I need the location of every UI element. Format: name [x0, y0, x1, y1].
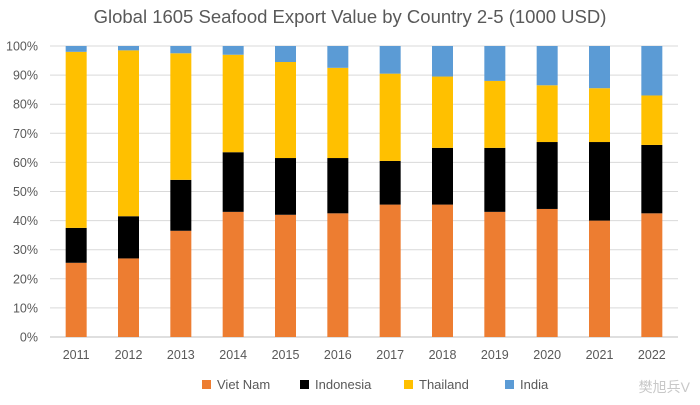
- bar-segment-india: [222, 46, 244, 55]
- bar-segment-viet-nam: [118, 258, 139, 337]
- y-tick-label: 90%: [13, 69, 38, 83]
- y-axis-ticks: 0% 10% 20% 30% 40% 50% 60% 70% 80% 90% 100%: [6, 40, 38, 345]
- bar-segment-viet-nam: [170, 230, 192, 337]
- bar-segment-indonesia: [327, 158, 349, 214]
- legend-swatch: [505, 380, 514, 389]
- legend-label: Thailand: [419, 377, 469, 392]
- x-tick-label: 2016: [324, 348, 352, 362]
- x-axis-ticks: 2011 2012 2013 2014 2015 2016 2017 2018 2019 2020…: [63, 348, 666, 362]
- bar-segment-india: [275, 46, 296, 63]
- y-tick-label: 30%: [13, 243, 38, 257]
- bar-segment-india: [484, 46, 506, 81]
- bar-segment-viet-nam: [536, 208, 558, 337]
- gridlines: [50, 45, 678, 338]
- bar-segment-india: [170, 46, 192, 54]
- x-tick-label: 2019: [481, 348, 509, 362]
- legend-label: Indonesia: [315, 377, 372, 392]
- bar-segment-viet-nam: [379, 204, 401, 337]
- legend: Viet Nam Indonesia Thailand India: [202, 377, 549, 392]
- bars: [65, 46, 663, 337]
- x-tick-label: 2015: [272, 348, 300, 362]
- y-tick-label: 20%: [13, 272, 38, 286]
- bar-segment-viet-nam: [484, 211, 506, 337]
- bar-segment-indonesia: [641, 144, 663, 214]
- bar-segment-thailand: [118, 50, 139, 217]
- bar-segment-india: [118, 46, 139, 51]
- x-tick-label: 2012: [115, 348, 143, 362]
- x-tick-label: 2013: [167, 348, 195, 362]
- bar-segment-thailand: [379, 73, 401, 161]
- bar-segment-indonesia: [118, 216, 139, 259]
- y-tick-label: 50%: [13, 185, 38, 199]
- bar-segment-thailand: [65, 51, 87, 228]
- bar-segment-thailand: [170, 53, 192, 180]
- bar-segment-india: [379, 46, 401, 74]
- bar-segment-viet-nam: [641, 213, 663, 337]
- bar-segment-indonesia: [65, 227, 87, 263]
- legend-swatch: [404, 380, 413, 389]
- bar-segment-indonesia: [589, 142, 610, 221]
- bar-segment-india: [641, 46, 663, 96]
- y-tick-label: 10%: [13, 301, 38, 315]
- legend-swatch: [202, 380, 211, 389]
- bar-segment-viet-nam: [432, 204, 453, 337]
- bar-segment-indonesia: [484, 147, 506, 212]
- bar-segment-thailand: [222, 54, 244, 153]
- bar-segment-india: [589, 46, 610, 89]
- x-tick-label: 2017: [376, 348, 404, 362]
- legend-swatch: [300, 380, 309, 389]
- legend-label: India: [520, 377, 549, 392]
- x-tick-label: 2020: [533, 348, 561, 362]
- x-tick-label: 2022: [638, 348, 666, 362]
- bar-segment-indonesia: [222, 152, 244, 212]
- bar-segment-indonesia: [432, 147, 453, 205]
- y-tick-label: 60%: [13, 156, 38, 170]
- bar-segment-india: [536, 46, 558, 86]
- bar-segment-viet-nam: [275, 214, 296, 337]
- bar-segment-indonesia: [536, 142, 558, 209]
- chart-title: Global 1605 Seafood Export Value by Coun…: [93, 6, 607, 27]
- bar-segment-thailand: [589, 88, 610, 143]
- bar-segment-thailand: [641, 95, 663, 145]
- legend-label: Viet Nam: [217, 377, 270, 392]
- bar-segment-thailand: [536, 85, 558, 143]
- bar-segment-viet-nam: [222, 211, 244, 337]
- bar-segment-indonesia: [379, 160, 401, 205]
- bar-segment-thailand: [275, 62, 296, 159]
- bar-segment-indonesia: [275, 158, 296, 215]
- y-tick-label: 40%: [13, 214, 38, 228]
- y-tick-label: 70%: [13, 127, 38, 141]
- x-tick-label: 2021: [586, 348, 614, 362]
- x-tick-label: 2014: [219, 348, 247, 362]
- y-tick-label: 100%: [6, 40, 38, 54]
- bar-segment-viet-nam: [65, 262, 87, 337]
- bar-segment-viet-nam: [589, 220, 610, 337]
- x-tick-label: 2011: [63, 348, 90, 362]
- x-tick-label: 2018: [429, 348, 457, 362]
- bar-segment-viet-nam: [327, 213, 349, 337]
- watermark: 樊旭兵V: [638, 379, 690, 395]
- bar-segment-indonesia: [170, 179, 192, 231]
- bar-segment-india: [432, 46, 453, 77]
- y-tick-label: 80%: [13, 98, 38, 112]
- bar-segment-india: [327, 46, 349, 68]
- bar-segment-thailand: [327, 67, 349, 159]
- bar-segment-thailand: [484, 80, 506, 148]
- bar-segment-india: [65, 46, 87, 52]
- y-tick-label: 0%: [20, 331, 38, 345]
- bar-segment-thailand: [432, 76, 453, 148]
